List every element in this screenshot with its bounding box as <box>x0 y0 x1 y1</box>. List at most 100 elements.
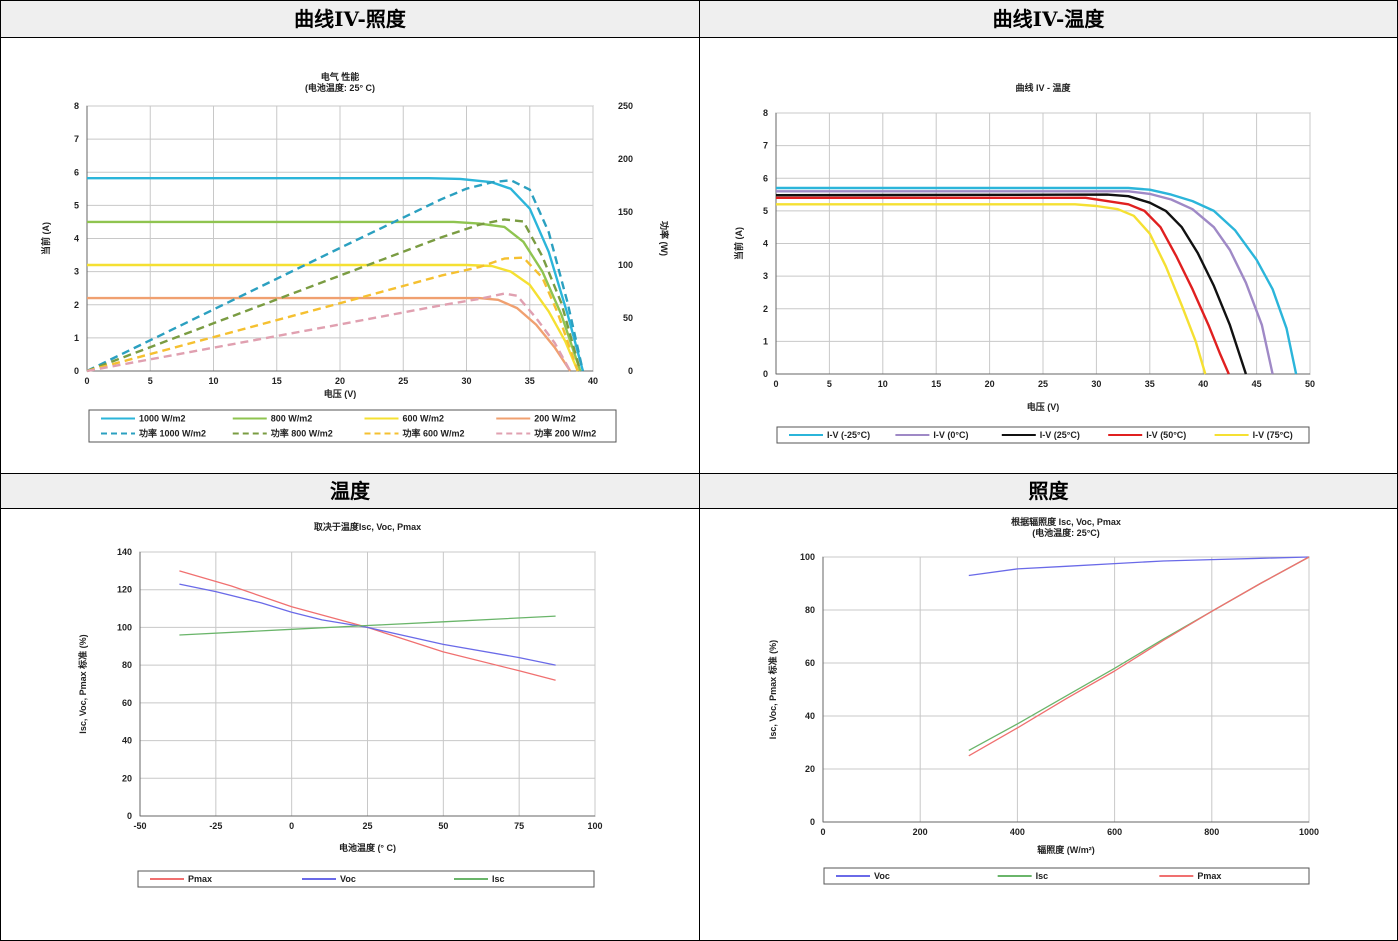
series-line-7 <box>86 292 572 373</box>
y-tick-label: 0 <box>810 817 815 827</box>
series-line-3 <box>87 296 572 372</box>
series-line-1 <box>776 190 1274 375</box>
x-tick-label: 1000 <box>1299 827 1319 837</box>
x-tick-label: 20 <box>985 379 995 389</box>
y-tick-label: 60 <box>122 698 132 708</box>
x-tick-label: 15 <box>272 376 282 386</box>
panel-iv-temperature: 曲线IV-温度 曲线 IV - 温度 0 5 10 15 20 25 30 35 40 45 50 0 1… <box>699 0 1398 474</box>
x-axis-label: 辐照度 (W/m²) <box>1037 844 1095 855</box>
y-tick-label: 7 <box>74 134 79 144</box>
legend-label: Isc <box>492 874 505 884</box>
chart-subtitle: (电池温度: 25° C) <box>305 82 375 93</box>
series-line-0 <box>87 176 585 372</box>
series-line-6 <box>86 256 579 373</box>
y-tick-label: 80 <box>805 605 815 615</box>
y-axis-label: Isc, Voc, Pmax 标准 (%) <box>77 634 88 733</box>
chart-title: 曲线 IV - 温度 <box>1015 82 1071 93</box>
chart-subtitle: (电池温度: 25°C) <box>1032 527 1100 538</box>
y-tick-label: 0 <box>127 811 132 821</box>
x-tick-label: -25 <box>209 821 222 831</box>
y-tick-label: 5 <box>74 200 79 210</box>
chart-vs-irradiance: 根据辐照度 Isc, Voc, Pmax(电池温度: 25°C)0 200 400 6… <box>767 516 1319 885</box>
x-tick-label: 10 <box>208 376 218 386</box>
y-tick-label: 20 <box>122 773 132 783</box>
y-tick-label: 8 <box>74 101 79 111</box>
y2-axis-label: 功率 (W) <box>659 221 670 256</box>
series-line-2 <box>87 263 579 372</box>
legend-label: 1000 W/m2 <box>139 414 186 424</box>
y-tick-label: 7 <box>763 141 768 151</box>
y-tick-label: 5 <box>763 206 768 216</box>
legend-box <box>776 426 1310 444</box>
y-tick-label: 100 <box>117 622 132 632</box>
panel-header: 照度 <box>700 474 1397 509</box>
series-line-0 <box>968 556 1310 577</box>
chart-title: 根据辐照度 Isc, Voc, Pmax <box>1011 516 1121 527</box>
x-tick-label: 25 <box>362 821 372 831</box>
x-tick-label: 30 <box>461 376 471 386</box>
y-tick-label: 4 <box>74 234 79 244</box>
series-line-3 <box>776 196 1230 375</box>
y2-tick-label: 250 <box>618 101 633 111</box>
y-tick-label: 6 <box>74 167 79 177</box>
x-tick-label: 30 <box>1091 379 1101 389</box>
legend-label: Isc <box>1036 871 1049 881</box>
legend-label: I-V (-25°C) <box>827 430 870 440</box>
x-tick-label: 40 <box>588 376 598 386</box>
series-line-2 <box>968 556 1310 757</box>
x-tick-label: 400 <box>1010 827 1025 837</box>
legend-label: Pmax <box>188 874 212 884</box>
x-tick-label: 45 <box>1252 379 1262 389</box>
y-tick-label: 100 <box>800 552 815 562</box>
x-tick-label: 20 <box>335 376 345 386</box>
legend-label: Voc <box>340 874 356 884</box>
series-line-2 <box>775 193 1248 375</box>
panel-iv-irradiance: 曲线IV-照度 电气 性能 (电池温度: 25° C) 0 5 10 15 20 25 30 35… <box>0 0 700 474</box>
legend-label: I-V (0°C) <box>933 430 968 440</box>
y-axis-label: 当前 (A) <box>40 222 51 255</box>
legend-label: 200 W/m2 <box>534 414 576 424</box>
legend-label: 功率 1000 W/m2 <box>139 428 206 439</box>
y-tick-label: 2 <box>763 304 768 314</box>
legend-label: Voc <box>874 871 890 881</box>
x-tick-label: 50 <box>438 821 448 831</box>
y-tick-label: 3 <box>74 267 79 277</box>
y-tick-label: 120 <box>117 585 132 595</box>
y-tick-label: 20 <box>805 764 815 774</box>
x-tick-label: 5 <box>148 376 153 386</box>
legend-label: 功率 600 W/m2 <box>403 428 465 439</box>
legend-label: 800 W/m2 <box>271 414 313 424</box>
y-tick-label: 8 <box>763 108 768 118</box>
y-tick-label: 0 <box>74 366 79 376</box>
x-tick-label: 5 <box>827 379 832 389</box>
y-axis-label: Isc, Voc, Pmax 标准 (%) <box>767 640 778 739</box>
legend-box <box>88 409 617 443</box>
y-tick-label: 6 <box>763 173 768 183</box>
panel-header: 曲线IV-温度 <box>700 1 1397 38</box>
y-tick-label: 0 <box>763 369 768 379</box>
x-tick-label: 0 <box>820 827 825 837</box>
legend-label: 功率 200 W/m2 <box>534 428 596 439</box>
chart-iv-temperature: 曲线 IV - 温度0 5 10 15 20 25 30 35 40 45 50012345678电… <box>733 82 1315 444</box>
y2-tick-label: 50 <box>623 313 633 323</box>
y-tick-label: 1 <box>763 336 768 346</box>
chart-title: 取决于温度Isc, Voc, Pmax <box>314 521 421 532</box>
series-line-1 <box>179 583 556 666</box>
y2-tick-label: 150 <box>618 207 633 217</box>
y-tick-label: 140 <box>117 547 132 557</box>
series-line-1 <box>87 220 582 372</box>
x-tick-label: 0 <box>289 821 294 831</box>
x-axis-label: 电压 (V) <box>324 388 357 399</box>
x-tick-label: 50 <box>1305 379 1315 389</box>
chart-title: 电气 性能 <box>321 71 360 82</box>
x-tick-label: 800 <box>1204 827 1219 837</box>
series-line-5 <box>86 218 582 373</box>
series-line-0 <box>776 186 1298 375</box>
legend-label: Pmax <box>1197 871 1221 881</box>
x-tick-label: 75 <box>514 821 524 831</box>
y-tick-label: 40 <box>122 736 132 746</box>
panel-irradiance: 照度 根据辐照度 Isc, Voc, Pmax (电池温度: 25°C) 0 200 4… <box>699 473 1398 941</box>
x-tick-label: 200 <box>913 827 928 837</box>
y2-tick-label: 200 <box>618 154 633 164</box>
